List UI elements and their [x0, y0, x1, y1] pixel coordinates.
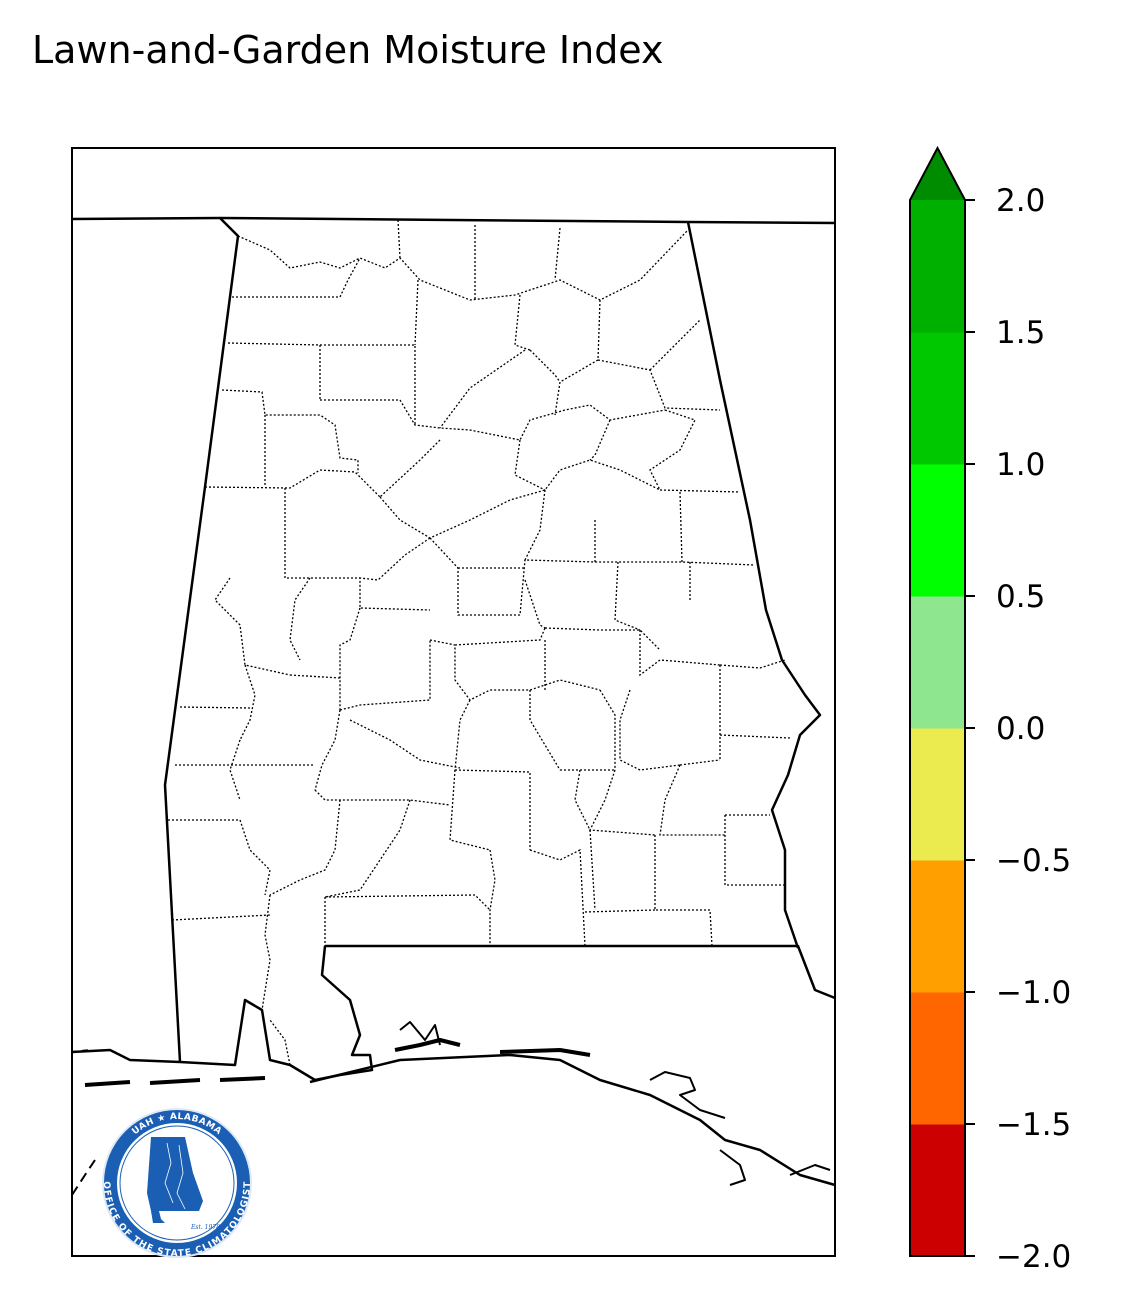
uah-seal-logo: Est. 1978 UAH ★ ALABAMA OFFICE OF THE ST…	[101, 1108, 253, 1259]
gulf-coast	[71, 1048, 836, 1187]
seal-est-text: Est. 1978	[190, 1224, 220, 1231]
colorbar-tick-label: 2.0	[996, 183, 1045, 219]
colorbar-bin-5	[910, 464, 965, 597]
colorbar-tick-label: 1.0	[996, 447, 1045, 483]
bay-outline	[399, 1021, 831, 1186]
colorbar-bin-6	[910, 332, 965, 465]
colorbar-bin-4	[910, 596, 965, 729]
colorbar: 2.0 1.5 1.0 0.5 0.0 −0.5 −1.0 −1.5 −2.0	[909, 145, 1071, 1275]
colorbar-tick-label: −0.5	[996, 843, 1071, 879]
colorbar-bin-7	[910, 200, 965, 333]
colorbar-extend-arrow	[910, 148, 965, 200]
colorbar-bin-0	[910, 1124, 965, 1257]
colorbar-bin-1	[910, 992, 965, 1125]
georgia-border	[686, 221, 822, 949]
colorbar-tick-label: 0.0	[996, 711, 1045, 747]
western-coast-dash	[71, 1159, 96, 1196]
coastal-islands	[84, 1038, 591, 1087]
tennessee-border	[71, 216, 836, 225]
map-frame	[71, 147, 836, 1257]
colorbar-tick-label: −1.5	[996, 1107, 1071, 1143]
alabama-silhouette-icon	[147, 1137, 203, 1223]
colorbar-bin-3	[910, 728, 965, 861]
state-boundaries	[71, 216, 836, 1196]
map-title: Lawn-and-Garden Moisture Index	[32, 28, 664, 72]
florida-border	[325, 944, 836, 1000]
colorbar-tick-label: −1.0	[996, 975, 1071, 1011]
colorbar-tick-label: −2.0	[996, 1239, 1071, 1275]
colorbar-tick-label: 1.5	[996, 315, 1045, 351]
colorbar-bin-2	[910, 860, 965, 993]
colorbar-tick-label: 0.5	[996, 579, 1045, 615]
alabama-east-coast-dash	[71, 1049, 91, 1053]
colorbar-outline	[909, 145, 966, 1257]
county-boundaries	[168, 219, 791, 1066]
